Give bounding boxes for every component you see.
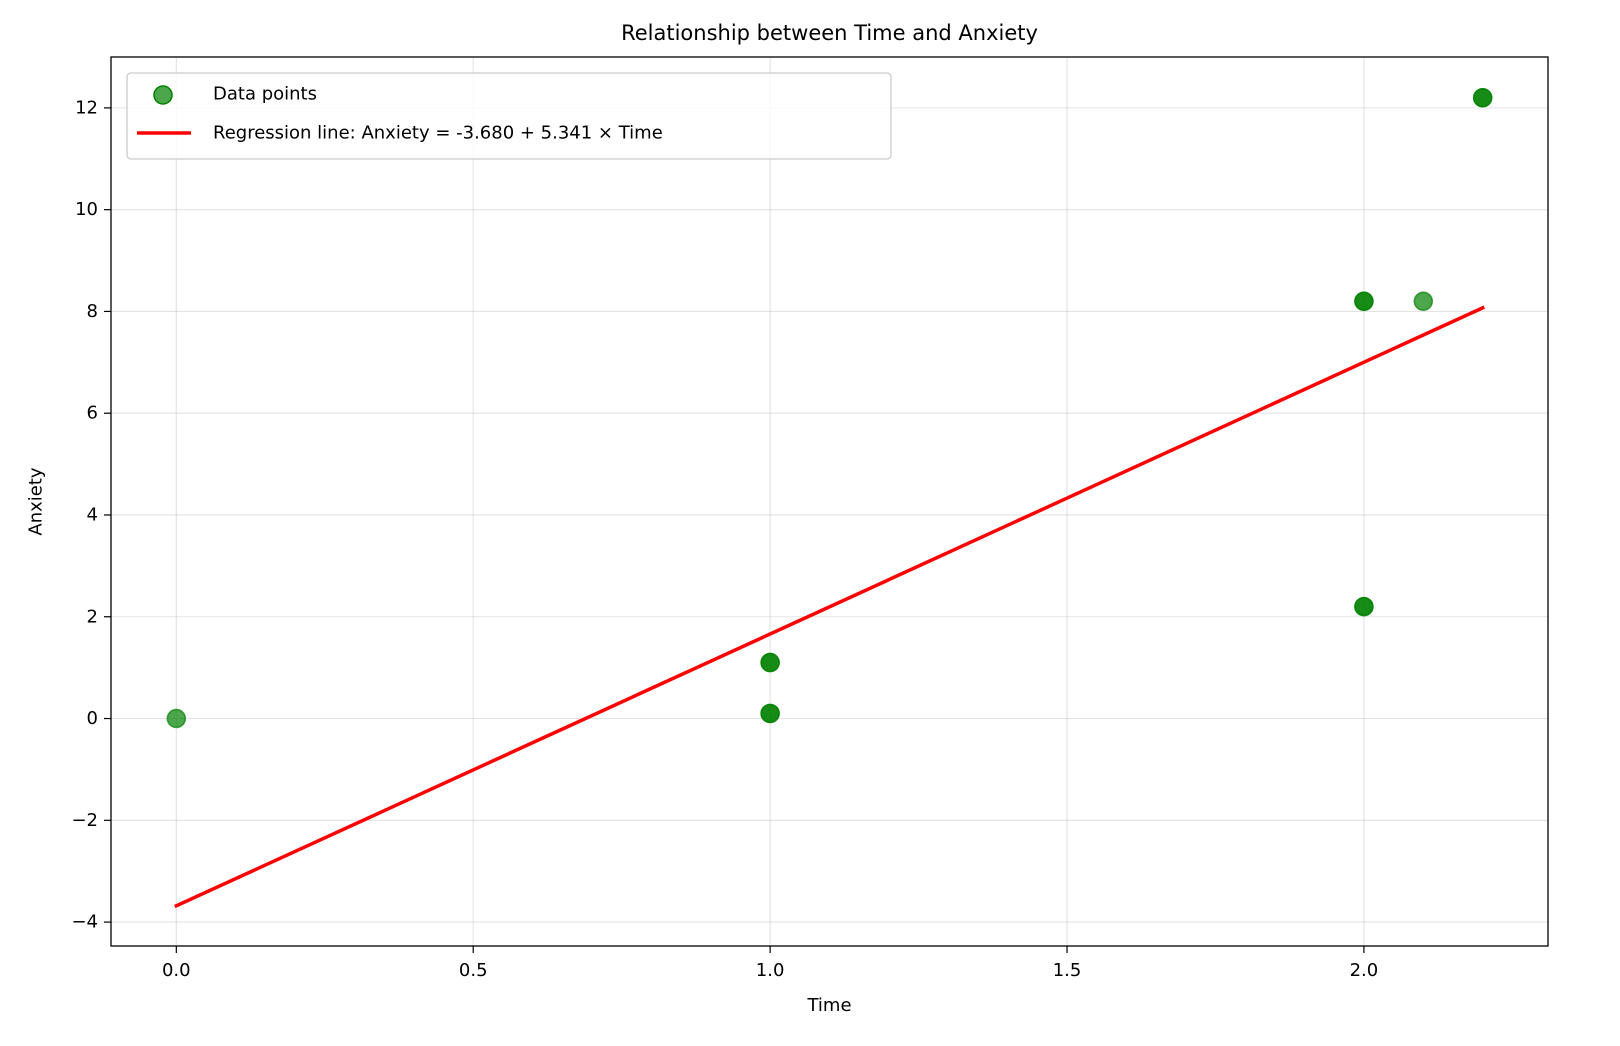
- y-tick-label: 2: [87, 606, 98, 627]
- y-tick-label: 12: [75, 97, 98, 118]
- legend-label-regression-line: Regression line: Anxiety = -3.680 + 5.34…: [213, 123, 663, 144]
- y-tick-label: 8: [87, 301, 98, 322]
- chart-title: Relationship between Time and Anxiety: [621, 21, 1038, 45]
- x-axis-ticks: 0.0 0.5 1.0 1.5 2.0: [162, 946, 1378, 981]
- x-tick-label: 1.0: [756, 960, 785, 981]
- y-tick-label: −4: [71, 912, 98, 933]
- y-tick-label: 10: [75, 199, 98, 220]
- y-tick-label: 4: [87, 504, 98, 525]
- y-tick-label: 0: [87, 708, 98, 729]
- data-point: [1354, 596, 1374, 617]
- legend-label-data-points: Data points: [213, 84, 317, 105]
- y-axis-label: Anxiety: [26, 467, 47, 536]
- legend-marker-data-points: [153, 85, 173, 105]
- data-point: [760, 652, 780, 673]
- regression-layer: [173, 305, 1486, 909]
- data-point: [1472, 87, 1493, 108]
- data-point: [166, 708, 187, 729]
- x-tick-label: 0.5: [459, 960, 488, 981]
- data-point: [760, 703, 780, 724]
- x-axis-label: Time: [806, 995, 851, 1016]
- axes-frame: [110, 56, 1549, 947]
- legend: Data points Regression line: Anxiety = -…: [126, 72, 892, 160]
- x-tick-label: 2.0: [1350, 960, 1379, 981]
- x-tick-label: 0.0: [162, 960, 191, 981]
- y-axis-ticks: −4 −2 0 2 4 6 8 10 12: [71, 97, 111, 933]
- data-point: [1354, 291, 1374, 312]
- y-tick-label: 6: [87, 403, 98, 424]
- x-tick-label: 1.5: [1053, 960, 1082, 981]
- data-point: [1413, 291, 1434, 312]
- points-layer: [166, 87, 1493, 729]
- y-tick-label: −2: [71, 810, 98, 831]
- legend-box: [126, 72, 892, 160]
- regression-line: [173, 305, 1486, 909]
